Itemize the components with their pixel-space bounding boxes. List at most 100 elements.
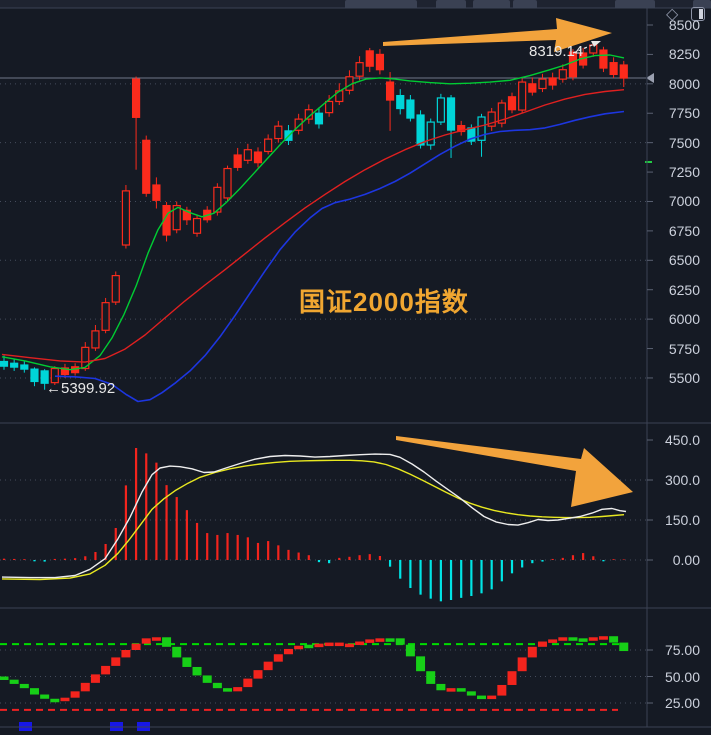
oscillator-block	[253, 670, 263, 679]
oscillator-block	[517, 657, 527, 672]
oscillator-block	[395, 638, 405, 645]
oscillator-block	[131, 643, 141, 650]
y-axis-label: 8250	[668, 46, 700, 63]
y-axis-label: 75.00	[664, 642, 700, 658]
split-panel-icon[interactable]	[691, 7, 705, 21]
oscillator-block	[40, 694, 50, 699]
candle-body	[436, 97, 445, 123]
candle-body	[477, 116, 486, 141]
oscillator-block	[344, 643, 354, 648]
y-axis-label: 7000	[668, 193, 700, 210]
oscillator-block	[446, 688, 456, 692]
y-axis-label: 0.00	[672, 552, 700, 568]
oscillator-block	[9, 679, 19, 684]
y-axis-label: 8000	[668, 75, 700, 92]
y-axis-label: 6750	[668, 222, 700, 239]
oscillator-block	[588, 637, 598, 641]
low-price-label: ←5399.92	[46, 380, 116, 397]
candle-body	[609, 62, 618, 76]
candle-body	[599, 49, 608, 69]
oscillator-block	[507, 671, 517, 685]
candle-body	[131, 78, 141, 118]
candle-body	[60, 367, 70, 376]
oscillator-block	[162, 637, 172, 647]
oscillator-block	[80, 682, 90, 692]
y-axis-label: 50.00	[664, 668, 700, 685]
oscillator-block	[121, 650, 131, 658]
candle-body	[233, 154, 242, 168]
oscillator-block	[527, 646, 537, 658]
y-axis-label: 7500	[668, 134, 700, 151]
diamond-icon[interactable]: ◇	[666, 6, 679, 23]
toolbar-tab[interactable]	[615, 0, 655, 8]
candle-body	[121, 190, 131, 246]
oscillator-block	[385, 638, 395, 642]
oscillator-block	[273, 654, 283, 662]
candle-body	[487, 111, 496, 127]
candle-body	[416, 114, 425, 146]
high-label-pointer	[572, 42, 598, 54]
trend-arrow-top	[383, 18, 612, 52]
oscillator-block	[537, 641, 547, 647]
oscillator-block	[172, 646, 182, 658]
oscillator-block	[223, 688, 233, 692]
y-axis-label: 450.0	[664, 431, 700, 448]
oscillator-block	[466, 691, 476, 696]
oscillator-block	[619, 642, 629, 652]
oscillator-block	[60, 697, 70, 702]
candle-body	[274, 125, 283, 140]
oscillator-block	[111, 657, 121, 666]
split-panel-icon-fill	[699, 9, 703, 19]
oscillator-block	[192, 666, 202, 676]
oscillator-block	[212, 682, 222, 689]
oscillator-block	[182, 657, 192, 667]
oscillator-block	[90, 674, 100, 683]
toolbar-tab[interactable]	[473, 0, 510, 8]
candle-body	[507, 96, 517, 111]
y-axis-label: 150.0	[664, 511, 700, 528]
candle-body	[182, 209, 191, 221]
candle-body	[548, 77, 557, 86]
y-axis-label: 6500	[668, 252, 700, 269]
candle-body	[538, 78, 547, 90]
oscillator-block	[568, 637, 578, 641]
oscillator-block	[263, 661, 273, 671]
y-axis-label: 6000	[668, 311, 700, 328]
candle-body	[264, 138, 273, 153]
oscillator-block	[436, 683, 446, 691]
top-toolbar[interactable]	[0, 0, 711, 8]
oscillator-block	[355, 641, 365, 646]
candle-body	[396, 94, 405, 110]
high-price-label: 8319.14	[529, 43, 584, 60]
oscillator-block	[50, 698, 60, 703]
candle-body	[457, 124, 466, 133]
candle-body	[426, 121, 435, 146]
oscillator-block	[0, 676, 9, 680]
candle-body	[10, 362, 19, 368]
toolbar-tab[interactable]	[513, 0, 537, 8]
toolbar-tab[interactable]	[345, 0, 417, 8]
candle-body	[528, 83, 537, 93]
candle-body	[81, 346, 90, 370]
candle-body	[325, 100, 334, 114]
candle-body	[619, 64, 628, 79]
candle-body	[568, 51, 578, 78]
oscillator-block	[70, 691, 80, 698]
candle-body	[223, 167, 232, 199]
candle-body	[20, 364, 29, 370]
oscillator-block	[101, 665, 111, 675]
y-axis-label: 5500	[668, 369, 700, 386]
candle-body	[172, 204, 181, 231]
y-axis-label: 7250	[668, 164, 700, 181]
ma-fast-line	[1, 54, 625, 371]
toolbar-tab[interactable]	[436, 0, 466, 8]
oscillator-block	[151, 637, 161, 641]
y-axis-label: 6250	[668, 281, 700, 298]
candle-body	[0, 360, 9, 367]
toolbar-tab[interactable]	[693, 0, 711, 8]
dea-line	[1, 459, 625, 581]
oscillator-block	[487, 695, 497, 700]
oscillator-block	[477, 695, 487, 700]
